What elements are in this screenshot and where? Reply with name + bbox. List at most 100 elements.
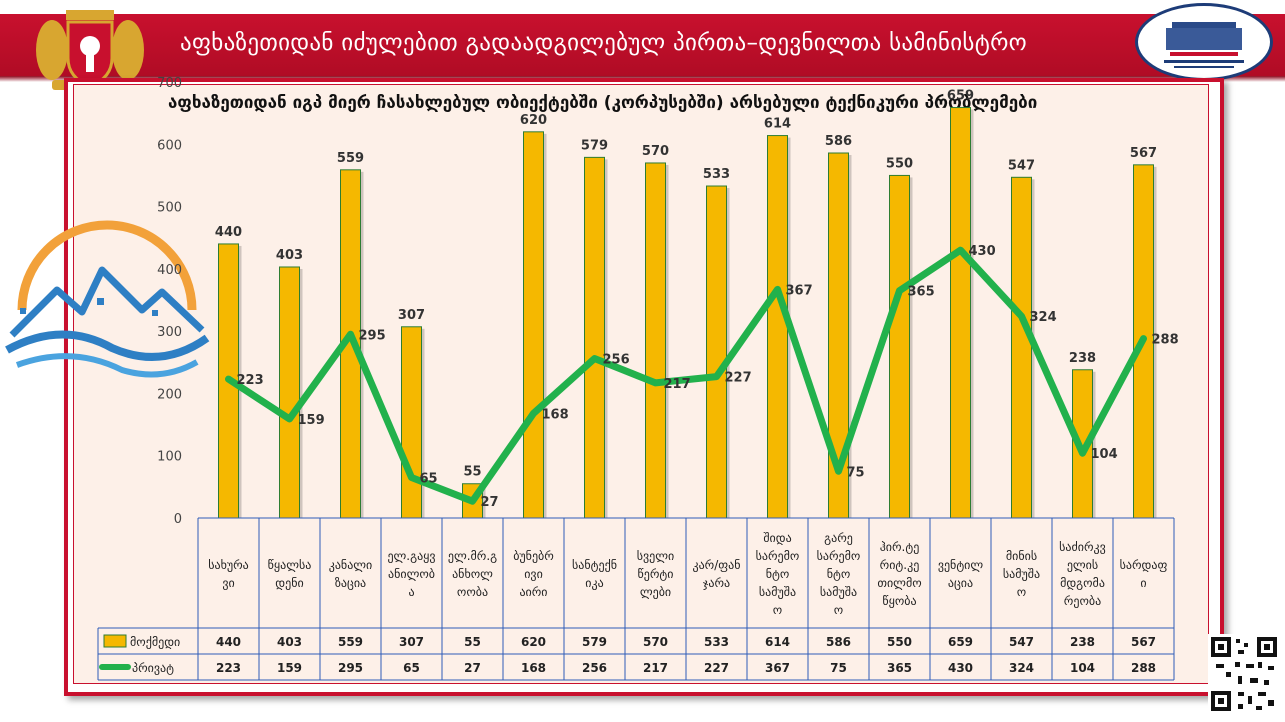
table-line-value: 324: [1009, 661, 1034, 675]
georgian-coat-of-arms-icon: [36, 10, 144, 90]
category-label: ბუნებრ ივი აირი: [513, 549, 554, 599]
table-bar-value: 570: [643, 635, 668, 649]
line-point: [531, 411, 536, 416]
bar-value-label: 55: [463, 465, 481, 480]
table-bar-value: 579: [582, 635, 607, 649]
line-value-label: 27: [481, 495, 499, 510]
line-point: [775, 287, 780, 292]
table-bar-value: 659: [948, 635, 973, 649]
table-bar-value: 533: [704, 635, 729, 649]
house-logo-icon: [5, 220, 210, 378]
bar-value-label: 550: [886, 156, 913, 171]
table-line-value: 367: [765, 661, 790, 675]
bar-value-label: 570: [642, 144, 669, 159]
line-value-label: 324: [1030, 310, 1057, 325]
category-label: საძირკვ ელის მდგომა რეობა: [1059, 540, 1106, 608]
bar: [706, 185, 727, 519]
line-value-label: 65: [420, 472, 438, 487]
line-point: [470, 499, 475, 504]
table-line-value: 227: [704, 661, 729, 675]
bar-value-label: 307: [398, 308, 425, 323]
line-value-label: 104: [1091, 447, 1118, 462]
y-tick-label: 300: [157, 325, 182, 340]
table-line-value: 223: [216, 661, 241, 675]
table-bar-value: 307: [399, 635, 424, 649]
bar: [767, 135, 788, 519]
bar: [645, 162, 666, 519]
line-point: [714, 374, 719, 379]
table-bar-value: 403: [277, 635, 302, 649]
line-point: [958, 248, 963, 253]
line-value-label: 365: [908, 285, 935, 300]
table-bar-value: 586: [826, 635, 851, 649]
line-value-label: 227: [725, 371, 752, 386]
y-tick-label: 600: [157, 138, 182, 153]
table-bar-value: 567: [1131, 635, 1156, 649]
bar-value-label: 403: [276, 248, 303, 263]
bar-value-label: 586: [825, 134, 852, 149]
line-value-label: 168: [542, 407, 569, 422]
category-label: სარდაფ ი: [1120, 558, 1168, 590]
table-bar-value: 547: [1009, 635, 1034, 649]
bar-value-label: 440: [215, 225, 242, 240]
bar: [1011, 176, 1032, 519]
line-value-label: 75: [847, 465, 865, 480]
bar-value-label: 567: [1130, 146, 1157, 161]
category-label: კანალი ზაცია: [329, 558, 373, 590]
line-point: [897, 288, 902, 293]
category-label: სანტექნ იკა: [572, 558, 617, 590]
line-value-label: 217: [664, 377, 691, 392]
bar-value-label: 614: [764, 117, 791, 132]
category-label: გარე სარემო ნტო სამუშა ო: [817, 531, 861, 617]
table-line-value: 168: [521, 661, 546, 675]
table-line-value: 104: [1070, 661, 1095, 675]
line-value-label: 367: [786, 283, 813, 298]
line-series: [225, 246, 1147, 505]
line-point: [1141, 336, 1146, 341]
line-point: [592, 356, 597, 361]
table-line-value: 295: [338, 661, 363, 675]
category-label: ელ.მრ.გ ანხოლ ოობა: [448, 549, 497, 599]
line-value-label: 223: [237, 373, 264, 388]
bar: [584, 156, 605, 519]
table-line-value: 75: [830, 661, 847, 675]
table-line-value: 27: [464, 661, 481, 675]
bar-value-label: 659: [947, 89, 974, 104]
legend-line-label: პრივატ: [132, 661, 174, 675]
table-line-value: 159: [277, 661, 302, 675]
line-value-label: 159: [298, 413, 325, 428]
line-value-label: 256: [603, 353, 630, 368]
table-line-value: 288: [1131, 661, 1156, 675]
qr-code-icon: [1208, 634, 1280, 714]
table-line-value: 65: [403, 661, 420, 675]
category-label: სველი წერტი ლები: [637, 549, 675, 599]
line-point: [226, 377, 231, 382]
y-tick-label: 400: [157, 263, 182, 278]
bar-value-label: 547: [1008, 158, 1035, 173]
category-label: მინის სამუშა ო: [1003, 549, 1040, 599]
bar-value-label: 579: [581, 138, 608, 153]
table-bar-value: 620: [521, 635, 546, 649]
category-label: სახურა ვი: [208, 558, 249, 590]
line-point: [409, 475, 414, 480]
line-value-label: 430: [969, 244, 996, 259]
line-value-label: 288: [1152, 333, 1179, 348]
bar-value-label: 533: [703, 167, 730, 182]
bar-value-label: 238: [1069, 351, 1096, 366]
bar: [889, 174, 910, 519]
line-value-label: 295: [359, 328, 386, 343]
line-point: [348, 332, 353, 337]
y-tick-label: 200: [157, 387, 182, 402]
category-label: ელ.გაყვ ანილობ ა: [387, 549, 435, 599]
line-point: [653, 380, 658, 385]
y-tick-label: 0: [174, 512, 182, 527]
category-label: წყალსა დენი: [268, 558, 312, 590]
category-label: ვენტილ აცია: [938, 558, 984, 590]
category-label: ჰირ.ტე რიტ.კე თილმო წყობა: [877, 540, 921, 608]
legend-bar-swatch: [103, 634, 127, 648]
table-line-value: 217: [643, 661, 668, 675]
table-bar-value: 440: [216, 635, 241, 649]
y-tick-label: 700: [157, 76, 182, 91]
table-line-value: 430: [948, 661, 973, 675]
